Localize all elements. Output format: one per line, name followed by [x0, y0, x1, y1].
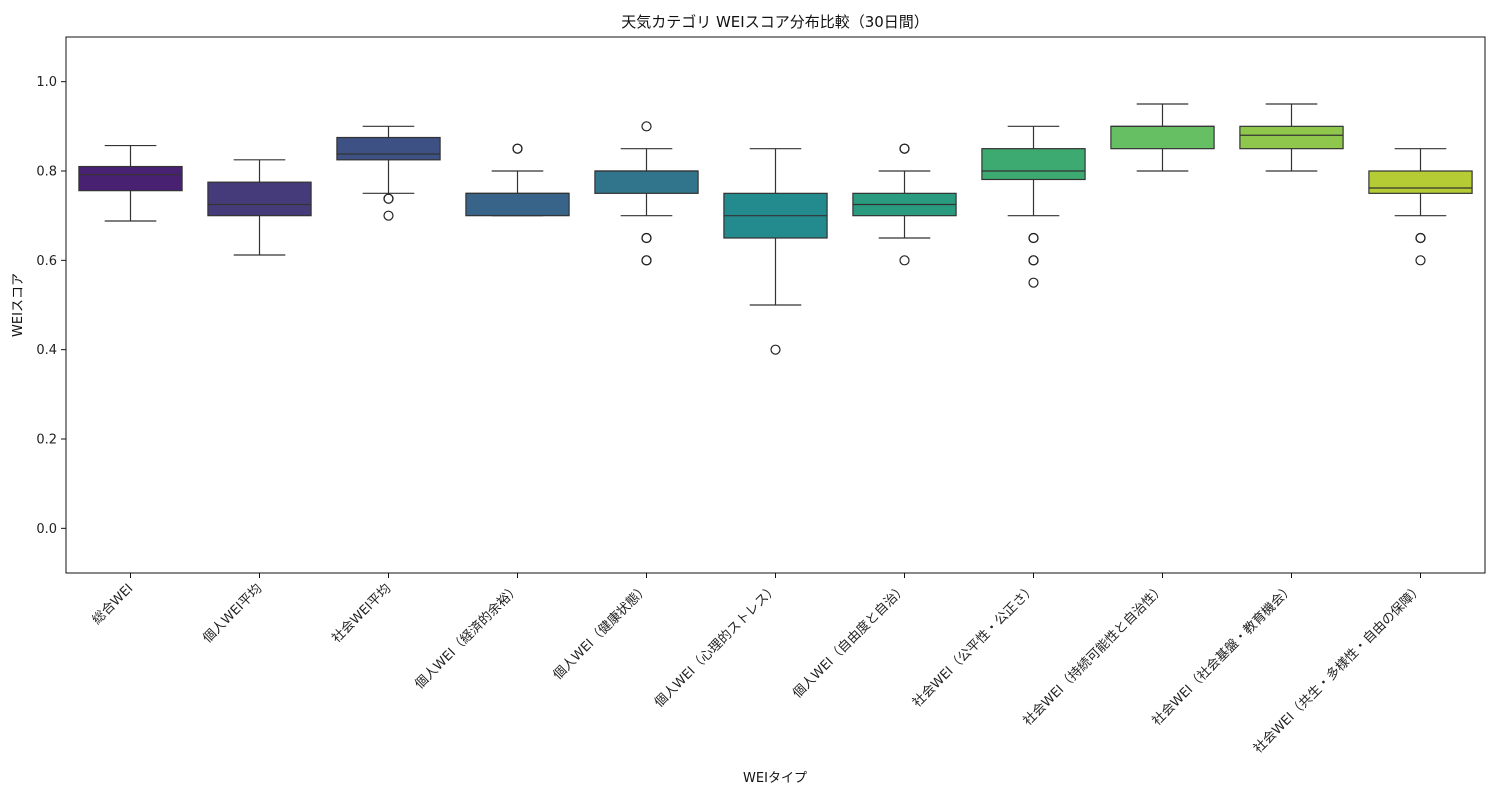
y-tick-label: 0.2	[36, 433, 57, 448]
x-tick-label: 個人WEI（経済的余裕）	[412, 581, 524, 693]
plot-area	[78, 103, 1473, 355]
box-group	[207, 159, 312, 256]
y-tick-label: 0.4	[36, 343, 57, 358]
box-iqr	[1110, 125, 1215, 150]
y-axis-label: WEIスコア	[11, 273, 26, 337]
box-group	[1239, 103, 1344, 172]
outlier-point	[1028, 277, 1039, 288]
outlier-point	[770, 344, 781, 355]
chart-title: 天気カテゴリ WEIスコア分布比較（30日間）	[621, 13, 929, 31]
outlier-point	[1415, 232, 1426, 244]
box-group	[336, 125, 441, 221]
box-group	[465, 143, 570, 217]
x-tick-label: 社会WEI（公平性・公正さ）	[909, 581, 1039, 711]
outlier-point	[512, 143, 523, 154]
box-group	[78, 144, 183, 222]
outlier-point	[1028, 232, 1039, 244]
box-group	[852, 143, 957, 266]
y-axis: 0.0 0.2 0.4 0.6 0.8 1.0	[36, 75, 66, 537]
y-tick-label: 1.0	[36, 75, 57, 90]
box-iqr	[336, 136, 441, 161]
outlier-point	[383, 210, 394, 221]
outlier-point	[1415, 255, 1426, 266]
outlier-point	[641, 232, 652, 244]
outlier-point	[899, 143, 910, 154]
outlier-point	[641, 255, 652, 266]
x-tick-label: 個人WEI（自由度と自治）	[789, 581, 910, 702]
box-group	[1110, 103, 1215, 172]
x-axis: 総合WEI 個人WEI平均 社会WEI平均 個人WEI（経済的余裕） 個人WEI（健康状…	[90, 573, 1426, 757]
x-tick-label: 社会WEI（持続可能性と自治性）	[1020, 581, 1168, 729]
x-tick-label: 総合WEI	[90, 581, 137, 628]
box-iqr	[981, 148, 1086, 181]
box-iqr	[1239, 125, 1344, 150]
box-group	[723, 148, 828, 355]
box-group	[594, 121, 699, 266]
outlier-point	[899, 255, 910, 266]
y-tick-label: 0.6	[36, 254, 57, 269]
box-group	[1368, 148, 1473, 266]
box-iqr	[78, 165, 183, 192]
box-iqr	[207, 181, 312, 217]
outlier-point	[1028, 255, 1039, 266]
x-axis-label: WEIタイプ	[743, 771, 807, 786]
x-tick-label: 個人WEI（健康状態）	[550, 581, 652, 683]
outlier-point	[641, 121, 652, 132]
x-tick-label: 個人WEI平均	[200, 581, 265, 646]
y-tick-label: 0.8	[36, 165, 57, 180]
outlier-point	[383, 193, 394, 204]
y-tick-label: 0.0	[36, 522, 57, 537]
box-iqr	[1368, 170, 1473, 194]
box-group	[981, 125, 1086, 288]
box-iqr	[465, 192, 570, 217]
x-tick-label: 社会WEI平均	[329, 581, 395, 647]
x-tick-label: 社会WEI（社会基盤・教育機会）	[1149, 581, 1297, 729]
box-iqr	[594, 170, 699, 194]
x-tick-label: 個人WEI（心理的ストレス）	[651, 581, 781, 711]
